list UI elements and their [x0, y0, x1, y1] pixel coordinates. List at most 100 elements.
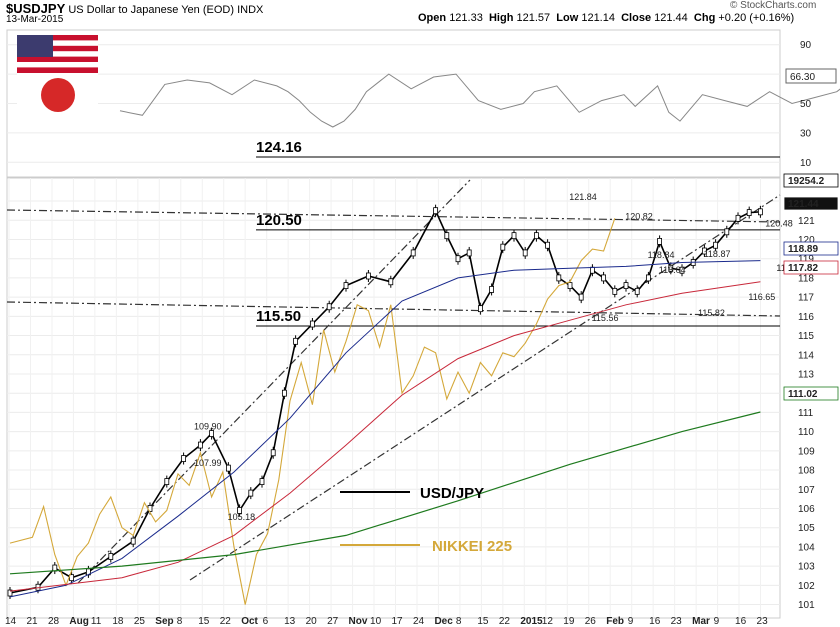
price-annotation: 107.99 [194, 458, 222, 468]
series-line-nikkei-225 [9, 218, 616, 605]
price-candle [612, 287, 618, 295]
x-tick-label: Oct [241, 616, 258, 627]
level-line-label: 115.50 [256, 308, 301, 325]
price-value-label: 121.44 [788, 199, 819, 210]
y-axis-ticks: 1011021031041051061071081091101111121131… [798, 197, 815, 611]
japan-flag-icon [17, 73, 98, 118]
x-tick-label: 25 [134, 616, 146, 627]
price-candle [668, 264, 674, 272]
ma50-value-label-box [783, 241, 839, 256]
price-candle [7, 589, 13, 597]
price-candle [259, 478, 265, 485]
y-tick-label: 121 [798, 216, 815, 227]
rsi-y-tick-label: 50 [800, 99, 812, 110]
price-candle [679, 266, 685, 274]
series-line-ma100 [9, 281, 761, 592]
price-candle [623, 282, 629, 289]
x-tick-label: 13 [284, 616, 296, 627]
price-candle [293, 337, 299, 345]
price-candle [702, 247, 707, 255]
x-tick-label: Aug [69, 616, 88, 627]
symbol-name: US Dollar to Japanese Yen (EOD) [68, 4, 235, 16]
x-tick-label: 26 [585, 616, 597, 627]
x-tick-label: Sep [155, 616, 173, 627]
price-candle [511, 232, 517, 240]
price-candle [433, 207, 439, 215]
high-value: 121.57 [516, 12, 551, 24]
ma50-value-label: 118.89 [788, 244, 818, 255]
close-value: 121.44 [654, 12, 688, 24]
us-flag-icon [17, 35, 98, 73]
ma100-value-label: 117.82 [788, 263, 818, 274]
price-annotation: 120.82 [625, 212, 653, 222]
ma100-value-label-box [783, 260, 839, 275]
price-candle [724, 228, 730, 236]
price-annotation: 109.90 [194, 422, 222, 432]
price-candle [634, 287, 640, 295]
price-candle [534, 232, 539, 240]
x-tick-label: 14 [5, 616, 17, 627]
price-annotation: 120.48 [765, 218, 793, 228]
price-candle [209, 430, 215, 437]
price-candle [601, 274, 606, 282]
y-tick-label: 114 [798, 350, 814, 361]
price-candle [746, 209, 752, 216]
x-tick-label: 18 [112, 616, 124, 627]
x-tick-label: 19 [563, 616, 575, 627]
price-annotation: 121.84 [569, 192, 597, 202]
price-candle [388, 278, 394, 286]
level-lines: 124.16 120.50 115.50 [256, 139, 780, 327]
chart-date: 13-Mar-2015 [6, 14, 64, 25]
x-tick-label: 28 [48, 616, 60, 627]
rsi-y-tick-label: 90 [800, 40, 812, 51]
y-tick-label: 113 [798, 369, 814, 380]
y-tick-label: 108 [798, 466, 815, 477]
price-candle [197, 441, 203, 449]
rsi-y-tick-label: 10 [800, 158, 812, 169]
x-axis-ticks: 14 21 28 Aug 11 18 25 Sep 8 15 22 Oct 6 13 20 27 Nov 10 17… [5, 616, 768, 627]
usdjpy-label: USD/JPY [420, 485, 484, 502]
price-annotation: 118.04 [659, 265, 686, 275]
x-tick-label: 11 [91, 616, 102, 627]
price-candle [164, 478, 170, 485]
price-candle [444, 232, 450, 240]
price-candle [69, 574, 74, 582]
price-candle [326, 303, 332, 311]
y-tick-label: 110 [798, 427, 814, 438]
y-tick-label: 119 [798, 254, 814, 265]
series-line-ma50 [9, 260, 761, 598]
price-candle [455, 255, 461, 263]
y-tick-label: 120 [798, 235, 815, 246]
series-line-ma200 [9, 411, 761, 575]
low-value: 121.14 [581, 12, 615, 24]
x-tick-label: 10 [370, 616, 382, 627]
trend-line [6, 209, 781, 223]
price-candle [108, 553, 114, 560]
price-candle [466, 249, 472, 257]
x-tick-label: 20 [306, 616, 318, 627]
trend-line [189, 194, 781, 581]
rsi-y-tick-label: 30 [800, 128, 812, 139]
price-candle [713, 241, 718, 249]
price-candle [735, 214, 741, 222]
y-tick-label: 107 [798, 485, 815, 496]
y-tick-label: 118 [798, 273, 814, 284]
low-label: Low [556, 12, 579, 24]
nikkei-value-label: 19254.2 [788, 176, 825, 187]
x-tick-label: Mar [692, 616, 710, 627]
price-annotation: 116.65 [748, 292, 775, 302]
price-candle [500, 243, 506, 251]
x-tick-label: 27 [327, 616, 339, 627]
x-tick-label: 8 [177, 616, 183, 627]
rsi-y-ticks: 9070503010 [800, 40, 812, 169]
price-annotation: 118.84 [648, 250, 675, 260]
watermark: © StockCharts.com [730, 0, 817, 11]
price-candle [130, 537, 136, 545]
chg-label: Chg [693, 12, 716, 24]
ma200-value-label-box [783, 386, 839, 401]
chart-header: $USDJPY US Dollar to Japanese Yen (EOD) … [6, 1, 263, 16]
price-candle [343, 282, 349, 289]
y-tick-label: 109 [798, 446, 815, 457]
y-tick-label: 105 [798, 523, 815, 534]
